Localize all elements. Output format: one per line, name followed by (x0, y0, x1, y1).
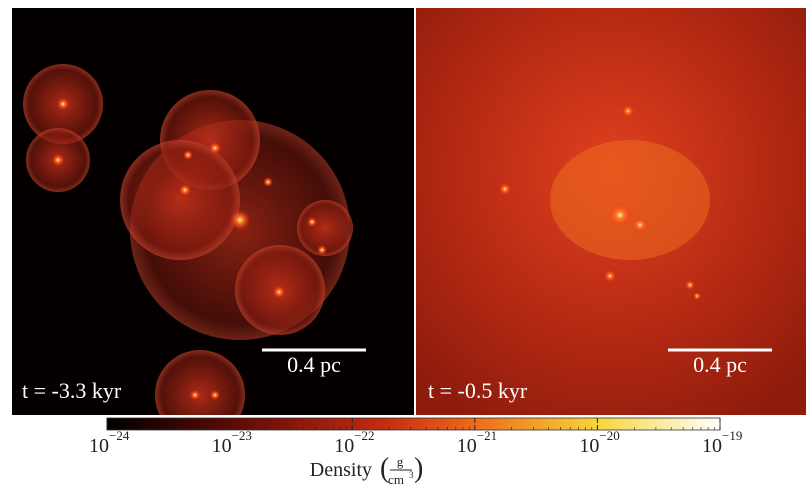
colorbar (106, 417, 721, 431)
time-label: t = -0.5 kyr (428, 378, 528, 403)
unit-denominator: cm (388, 472, 404, 487)
tick-exponent: −20 (599, 428, 619, 443)
paren: ) (414, 453, 423, 484)
tick-base: 10 (579, 435, 599, 457)
tick-exponent: −22 (354, 428, 374, 443)
tick-base: 10 (334, 435, 354, 457)
tick-base: 10 (457, 435, 477, 457)
tick-base: 10 (212, 435, 232, 457)
tick-base: 10 (702, 435, 722, 457)
tick-exponent: −23 (232, 428, 252, 443)
tick-base: 10 (89, 435, 109, 457)
tick-exponent: −24 (109, 428, 130, 443)
scale-bar-label: 0.4 pc (693, 352, 747, 377)
right-panel (416, 8, 806, 415)
time-label: t = -3.3 kyr (22, 378, 122, 403)
scale-bar-label: 0.4 pc (287, 352, 341, 377)
colorbar-label: Density (310, 459, 372, 481)
unit-exponent: 3 (409, 470, 414, 480)
unit-numerator: g (397, 454, 404, 469)
left-panel (12, 8, 414, 415)
tick-exponent: −19 (722, 428, 742, 443)
paren: ( (380, 453, 389, 484)
tick-exponent: −21 (477, 428, 497, 443)
